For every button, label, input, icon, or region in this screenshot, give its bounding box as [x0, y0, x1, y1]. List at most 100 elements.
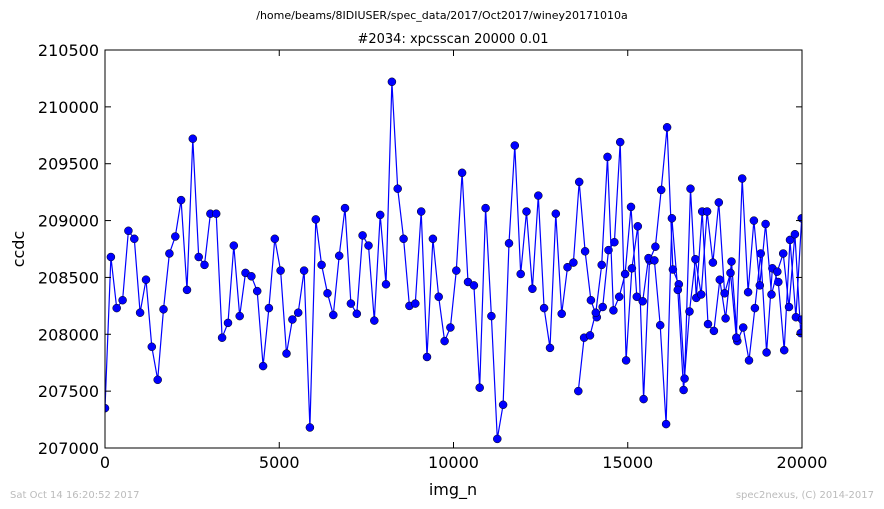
data-point [662, 123, 672, 132]
data-point [557, 309, 566, 319]
data-point [708, 258, 718, 267]
axis-ticks: 0 5000 10000 15000 20000 207000 207500 208000 20… [38, 41, 828, 472]
data-point [358, 231, 367, 240]
data-point [211, 209, 221, 218]
data-point [452, 266, 461, 275]
data-point [317, 260, 326, 270]
data-point [598, 302, 607, 312]
data-point [655, 320, 665, 330]
data-point [112, 303, 121, 313]
data-point [124, 226, 133, 236]
data-point [632, 292, 642, 302]
data-point [545, 343, 555, 353]
data-point [569, 258, 578, 267]
data-point [656, 185, 666, 195]
data-point [171, 232, 180, 241]
series-line-2 [577, 156, 802, 425]
data-point [727, 257, 736, 266]
y-tick-label: 207500 [38, 382, 99, 401]
data-point [744, 356, 754, 365]
data-point [750, 303, 760, 313]
data-point [270, 234, 280, 244]
data-point [153, 375, 162, 385]
data-point [709, 326, 719, 336]
data-point [743, 287, 753, 297]
data-point [516, 269, 525, 279]
data-point [720, 289, 729, 298]
data-point [603, 152, 612, 162]
data-point [428, 234, 438, 244]
data-point [457, 168, 467, 178]
plot-area [105, 77, 802, 444]
x-tick-label: 20000 [777, 453, 828, 472]
data-point [105, 403, 110, 413]
data-point [685, 307, 694, 316]
data-point [638, 297, 647, 306]
data-point [796, 328, 802, 338]
data-point [217, 333, 227, 342]
data-point [475, 383, 484, 392]
data-point [118, 295, 127, 305]
data-point [346, 299, 356, 308]
data-point [311, 215, 321, 224]
data-point [767, 290, 776, 299]
data-point [510, 141, 520, 150]
data-point [574, 177, 584, 187]
data-point [200, 260, 209, 270]
data-point [159, 305, 168, 314]
data-point [334, 251, 344, 261]
data-point [749, 216, 759, 225]
data-point [141, 275, 151, 284]
footer-credit: spec2nexus, (C) 2014-2017 [736, 490, 874, 501]
data-point [732, 333, 741, 342]
series-line-1 [105, 81, 802, 440]
data-point [106, 252, 116, 262]
y-tick-label: 209000 [38, 212, 99, 231]
data-point [305, 423, 315, 432]
footer-timestamp: Sat Oct 14 16:20:52 2017 [10, 490, 140, 501]
data-point [797, 315, 802, 324]
data-point [627, 264, 637, 273]
data-point [779, 345, 789, 355]
axes-frame [104, 49, 803, 449]
y-tick-label: 210000 [38, 98, 99, 117]
data-point [481, 203, 490, 213]
data-point [651, 242, 660, 251]
data-point [790, 229, 800, 239]
data-point [276, 266, 285, 275]
data-point [738, 323, 748, 332]
data-point [329, 310, 338, 320]
data-point [182, 285, 192, 295]
data-point [614, 292, 624, 302]
data-point [258, 361, 268, 371]
data-point [252, 286, 262, 296]
data-point [673, 285, 683, 295]
x-tick-label: 15000 [602, 453, 653, 472]
data-point [755, 281, 765, 290]
x-tick-label: 5000 [259, 453, 300, 472]
data-point [620, 269, 630, 279]
data-point [399, 234, 408, 244]
data-point [773, 267, 782, 276]
data-point [696, 290, 706, 299]
data-point [422, 352, 432, 362]
data-point [229, 241, 239, 250]
data-point [534, 191, 543, 200]
data-point [498, 400, 508, 410]
data-point [679, 385, 688, 395]
data-point [586, 295, 596, 305]
data-point [609, 306, 618, 315]
data-point [778, 249, 788, 258]
data-point [721, 314, 730, 323]
data-point [726, 268, 735, 278]
data-point [551, 209, 561, 218]
data-point [194, 252, 203, 262]
x-tick-label: 10000 [428, 453, 479, 472]
data-point [416, 207, 426, 216]
data-point [504, 239, 514, 248]
data-point [762, 348, 771, 357]
data-point [370, 316, 379, 325]
data-point [784, 302, 794, 312]
data-point [702, 207, 712, 216]
